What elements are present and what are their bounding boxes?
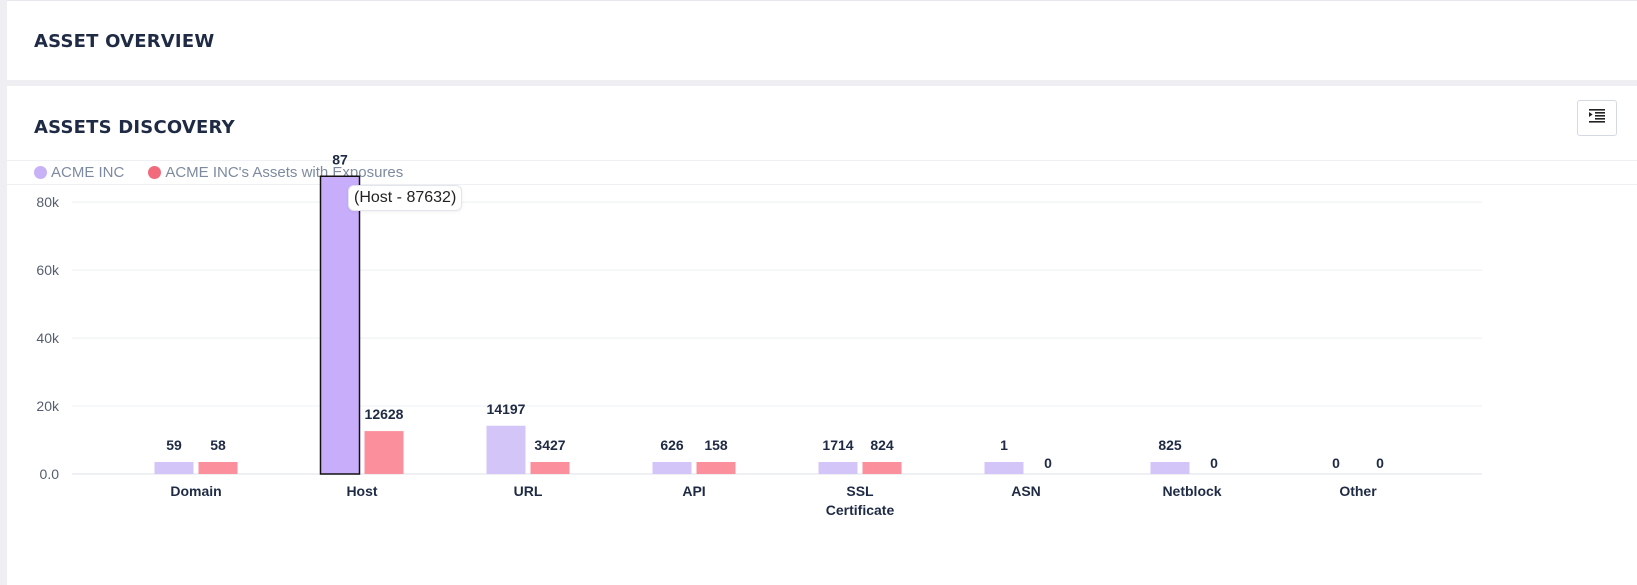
bar[interactable] [198, 462, 238, 474]
y-tick-label: 20k [36, 398, 60, 414]
chart-card-title: ASSETS DISCOVERY [34, 117, 235, 138]
y-tick-label: 40k [36, 330, 60, 346]
bar[interactable] [984, 462, 1024, 474]
bar-chart: 0.0 20k 40k 60k 80k 59 58 Domain 87 12628 Host 1419… [36, 151, 1482, 518]
data-label: 0 [1044, 455, 1052, 471]
legend-dot-icon [34, 166, 47, 179]
data-label: 824 [870, 437, 894, 453]
menu-indent-icon [1589, 108, 1605, 128]
y-tick-label: 60k [36, 262, 60, 278]
bar[interactable] [486, 425, 526, 474]
bar[interactable] [319, 175, 361, 475]
bar[interactable] [364, 431, 404, 474]
data-label: 12628 [365, 406, 404, 422]
legend-label: ACME INC [51, 164, 125, 181]
y-tick-label: 0.0 [40, 466, 60, 482]
legend-divider [7, 184, 1637, 185]
data-label: 59 [166, 437, 182, 453]
x-category-label: Host [346, 483, 377, 499]
y-tick-label: 80k [36, 194, 60, 210]
bar[interactable] [154, 462, 194, 474]
bar[interactable] [652, 462, 692, 474]
data-label: 158 [704, 437, 728, 453]
data-label: 0 [1210, 455, 1218, 471]
data-label: 1714 [822, 437, 853, 453]
data-label: 626 [660, 437, 684, 453]
bar[interactable] [818, 462, 858, 474]
bar[interactable] [530, 462, 570, 474]
legend-dot-icon [148, 166, 162, 179]
data-label: 58 [210, 437, 226, 453]
x-category-label: API [682, 483, 705, 499]
x-category-label: URL [514, 483, 543, 499]
data-label: 825 [1158, 437, 1182, 453]
chart-tooltip: (Host - 87632) [348, 185, 463, 211]
data-label: 1 [1000, 437, 1008, 453]
x-category-label: Certificate [826, 502, 895, 518]
bar[interactable] [862, 462, 902, 474]
bar[interactable] [1150, 462, 1190, 474]
data-label: 0 [1332, 455, 1340, 471]
x-category-label: Other [1339, 483, 1377, 499]
data-label: 14197 [487, 401, 526, 417]
header-divider [7, 160, 1637, 161]
chart-menu-button[interactable] [1577, 100, 1617, 136]
legend-item-acme[interactable]: ACME INC [34, 164, 124, 181]
x-category-label: ASN [1011, 483, 1041, 499]
x-category-label: Domain [170, 483, 221, 499]
assets-discovery-card: ASSETS DISCOVERY ACME INC ACME INC's Ass… [7, 86, 1637, 585]
asset-overview-card: ASSET OVERVIEW [7, 0, 1637, 80]
x-category-label: SSL [846, 483, 874, 499]
bar[interactable] [696, 462, 736, 474]
data-label: 87 [332, 151, 348, 167]
data-label: 3427 [534, 437, 565, 453]
x-category-label: Netblock [1162, 483, 1221, 499]
data-label: 0 [1376, 455, 1384, 471]
page-title: ASSET OVERVIEW [34, 31, 215, 52]
